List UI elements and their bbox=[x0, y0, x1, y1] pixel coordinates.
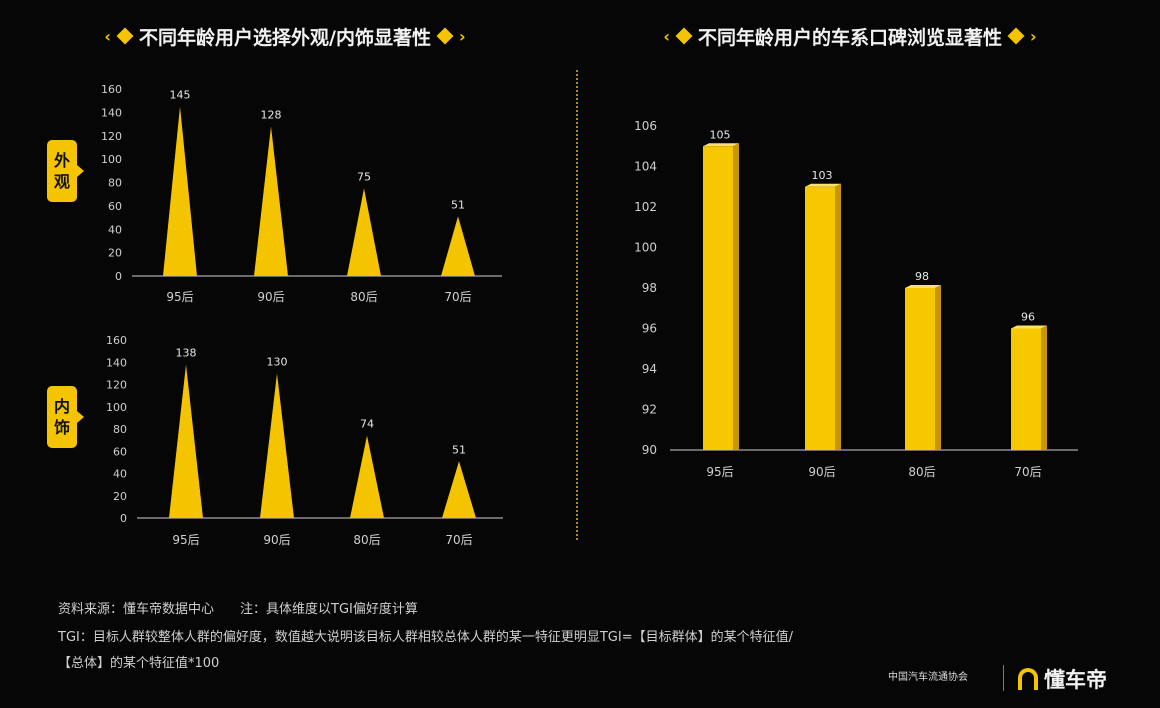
brand-name: 懂车帝 bbox=[1044, 668, 1107, 692]
y-tick-label: 94 bbox=[642, 362, 657, 376]
column-bar-front bbox=[905, 288, 935, 450]
exterior-tag: 外观 bbox=[47, 140, 84, 202]
y-tick-label: 100 bbox=[634, 241, 657, 255]
y-tick-label: 0 bbox=[115, 270, 122, 283]
column-bar-side bbox=[835, 183, 841, 450]
logo-separator bbox=[1003, 665, 1004, 691]
interior-tag: 内饰 bbox=[47, 386, 84, 448]
interior-triangle-chart: 0 20 40 60 80 100 120 140 160 138 95后 130 90后 74 80后 51… bbox=[106, 334, 503, 547]
left-title-text: 不同年龄用户选择外观/内饰显著性 bbox=[139, 26, 431, 49]
association-name: 中国汽车流通协会 bbox=[888, 672, 968, 683]
y-tick-label: 98 bbox=[642, 281, 657, 295]
y-tick-label: 0 bbox=[120, 512, 127, 525]
triangle-bar bbox=[442, 461, 476, 518]
x-tick-label: 80后 bbox=[353, 533, 380, 547]
x-tick-label: 70后 bbox=[444, 290, 471, 304]
x-tick-label: 95后 bbox=[166, 290, 193, 304]
y-tick-label: 96 bbox=[642, 322, 657, 336]
y-tick-label: 40 bbox=[113, 468, 127, 481]
column-bar-top bbox=[805, 183, 841, 187]
data-label: 145 bbox=[170, 89, 191, 102]
association-logo: 中国汽车流通协会 bbox=[888, 668, 968, 683]
x-tick-label: 95后 bbox=[172, 533, 199, 547]
triangle-bar bbox=[441, 216, 475, 276]
data-label: 51 bbox=[452, 443, 466, 456]
y-tick-label: 160 bbox=[101, 83, 122, 96]
chevron-right-icon: › bbox=[1030, 26, 1037, 46]
y-tick-label: 104 bbox=[634, 160, 657, 174]
data-label: 105 bbox=[710, 128, 731, 141]
column-bar-front bbox=[1011, 328, 1041, 450]
x-tick-label: 80后 bbox=[908, 465, 935, 479]
x-tick-label: 90后 bbox=[257, 290, 284, 304]
footer-source: 资料来源：懂车帝数据中心 注：具体维度以TGI偏好度计算 bbox=[58, 602, 418, 617]
triangle-bar bbox=[347, 188, 381, 276]
y-tick-label: 100 bbox=[106, 401, 127, 414]
x-tick-label: 70后 bbox=[1014, 465, 1041, 479]
data-label: 98 bbox=[915, 270, 929, 283]
column-bar-top bbox=[1011, 325, 1047, 329]
chevron-right-icon: › bbox=[458, 26, 466, 46]
data-label: 75 bbox=[357, 170, 371, 183]
y-tick-label: 60 bbox=[113, 445, 127, 458]
y-tick-label: 120 bbox=[106, 379, 127, 392]
y-tick-label: 140 bbox=[106, 356, 127, 369]
column-bar-top bbox=[905, 285, 941, 288]
column-bar-side bbox=[935, 285, 941, 450]
column-bar-side bbox=[733, 143, 739, 450]
data-label: 128 bbox=[261, 108, 282, 121]
y-tick-label: 80 bbox=[108, 177, 122, 190]
y-tick-label: 92 bbox=[642, 403, 657, 417]
x-tick-label: 90后 bbox=[263, 533, 290, 547]
brand-logo: 懂车帝 bbox=[1018, 664, 1107, 694]
y-tick-label: 40 bbox=[108, 223, 122, 236]
y-tick-label: 60 bbox=[108, 200, 122, 213]
y-tick-label: 20 bbox=[113, 490, 127, 503]
y-tick-label: 90 bbox=[642, 443, 657, 457]
brand-mark-icon bbox=[1018, 668, 1038, 690]
footer-tgi-definition: TGI：目标人群较整体人群的偏好度，数值越大说明该目标人群相较总体人群的某一特征… bbox=[58, 630, 793, 645]
x-tick-label: 70后 bbox=[445, 533, 472, 547]
triangle-bar bbox=[260, 373, 294, 518]
y-tick-label: 100 bbox=[101, 153, 122, 166]
data-label: 103 bbox=[812, 169, 833, 182]
right-title-text: 不同年龄用户的车系口碑浏览显著性 bbox=[697, 26, 1002, 49]
chevron-left-icon: ‹ bbox=[663, 26, 670, 46]
data-label: 96 bbox=[1021, 311, 1035, 324]
y-tick-label: 120 bbox=[101, 130, 122, 143]
triangle-bar bbox=[254, 126, 288, 277]
column-bar-side bbox=[1041, 325, 1047, 450]
y-tick-label: 20 bbox=[108, 247, 122, 260]
data-label: 130 bbox=[267, 355, 288, 368]
exterior-triangle-chart: 0 20 40 60 80 100 120 140 160 145 95后 128 90后 75 80后 51… bbox=[101, 83, 502, 304]
data-label: 138 bbox=[176, 346, 197, 359]
review-column-chart: 90 92 94 96 98 100 102 104 106 105 95后 103 90后 98 80后 9… bbox=[634, 119, 1078, 479]
column-bar-front bbox=[703, 146, 733, 450]
y-tick-label: 160 bbox=[106, 334, 127, 347]
footer-tgi-definition-cont: 【总体】的某个特征值*100 bbox=[58, 656, 220, 671]
right-chart-title: ‹ 不同年龄用户的车系口碑浏览显著性 › bbox=[630, 20, 1070, 52]
y-tick-label: 140 bbox=[101, 106, 122, 119]
x-tick-label: 80后 bbox=[350, 290, 377, 304]
y-tick-label: 106 bbox=[634, 119, 657, 133]
y-tick-label: 102 bbox=[634, 200, 657, 214]
data-label: 74 bbox=[360, 418, 374, 431]
left-chart-title: ‹ 不同年龄用户选择外观/内饰显著性 › bbox=[70, 20, 500, 52]
column-bar-front bbox=[805, 186, 835, 450]
x-tick-label: 95后 bbox=[706, 465, 733, 479]
x-tick-label: 90后 bbox=[808, 465, 835, 479]
triangle-bar bbox=[350, 435, 384, 518]
triangle-bar bbox=[163, 106, 197, 276]
triangle-bar bbox=[169, 364, 203, 518]
y-tick-label: 80 bbox=[113, 423, 127, 436]
center-divider bbox=[576, 70, 578, 540]
chevron-left-icon: ‹ bbox=[104, 26, 112, 46]
data-label: 51 bbox=[451, 198, 465, 211]
column-bar-top bbox=[703, 143, 739, 147]
